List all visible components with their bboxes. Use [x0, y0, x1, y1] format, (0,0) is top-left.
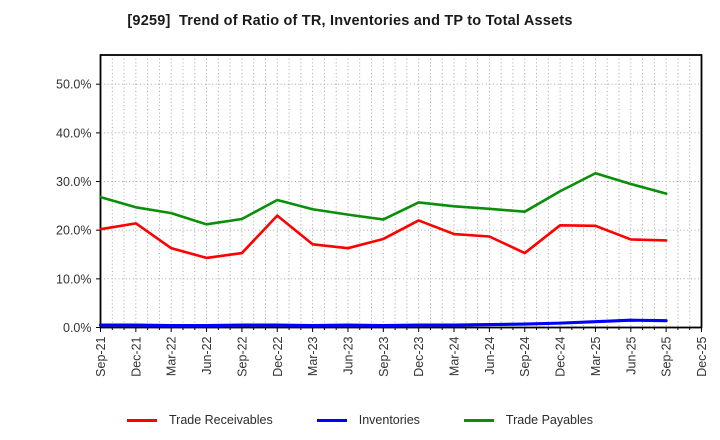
legend-label: Trade Receivables	[168, 413, 273, 427]
legend-line-icon	[126, 418, 157, 422]
svg-text:40.0%: 40.0%	[56, 126, 91, 140]
svg-text:Jun-23: Jun-23	[341, 336, 355, 374]
chart-legend: Trade Receivables Inventories Trade Paya…	[0, 413, 720, 427]
svg-text:Mar-23: Mar-23	[306, 336, 320, 376]
svg-text:0.0%: 0.0%	[63, 321, 92, 335]
svg-text:Jun-22: Jun-22	[200, 336, 214, 374]
legend-item-trade-payables: Trade Payables	[463, 413, 593, 427]
svg-text:Dec-21: Dec-21	[129, 336, 143, 376]
legend-item-trade-receivables: Trade Receivables	[126, 413, 273, 427]
svg-text:30.0%: 30.0%	[56, 175, 91, 189]
legend-line-icon	[463, 418, 494, 422]
svg-text:Mar-25: Mar-25	[589, 336, 603, 376]
svg-text:Jun-25: Jun-25	[624, 336, 638, 374]
svg-text:Mar-22: Mar-22	[165, 336, 179, 376]
legend-label: Trade Payables	[505, 413, 593, 427]
svg-text:20.0%: 20.0%	[56, 224, 91, 238]
svg-text:Sep-21: Sep-21	[94, 336, 108, 376]
svg-text:Jun-24: Jun-24	[483, 336, 497, 374]
svg-text:Sep-25: Sep-25	[660, 336, 674, 376]
svg-text:Dec-22: Dec-22	[271, 336, 285, 376]
axis-layer	[96, 54, 703, 332]
legend-line-icon	[316, 418, 347, 422]
legend-item-inventories: Inventories	[316, 413, 420, 427]
svg-text:10.0%: 10.0%	[56, 272, 91, 286]
chart-title: [9259] Trend of Ratio of TR, Inventories…	[127, 13, 573, 29]
svg-text:50.0%: 50.0%	[56, 78, 91, 92]
tick-label-layer: 0.0% 10.0% 20.0% 30.0% 40.0% 50.0% Sep-21 Dec-2…	[56, 78, 709, 377]
svg-text:Sep-23: Sep-23	[377, 336, 391, 376]
grid-layer	[100, 55, 702, 328]
svg-text:Sep-24: Sep-24	[518, 336, 532, 376]
series-layer	[98, 171, 668, 328]
svg-text:Sep-22: Sep-22	[235, 336, 249, 376]
svg-text:Dec-25: Dec-25	[695, 336, 709, 376]
legend-label: Inventories	[358, 413, 420, 427]
svg-text:Dec-23: Dec-23	[412, 336, 426, 376]
svg-text:Mar-24: Mar-24	[448, 336, 462, 376]
svg-text:Dec-24: Dec-24	[554, 336, 568, 376]
